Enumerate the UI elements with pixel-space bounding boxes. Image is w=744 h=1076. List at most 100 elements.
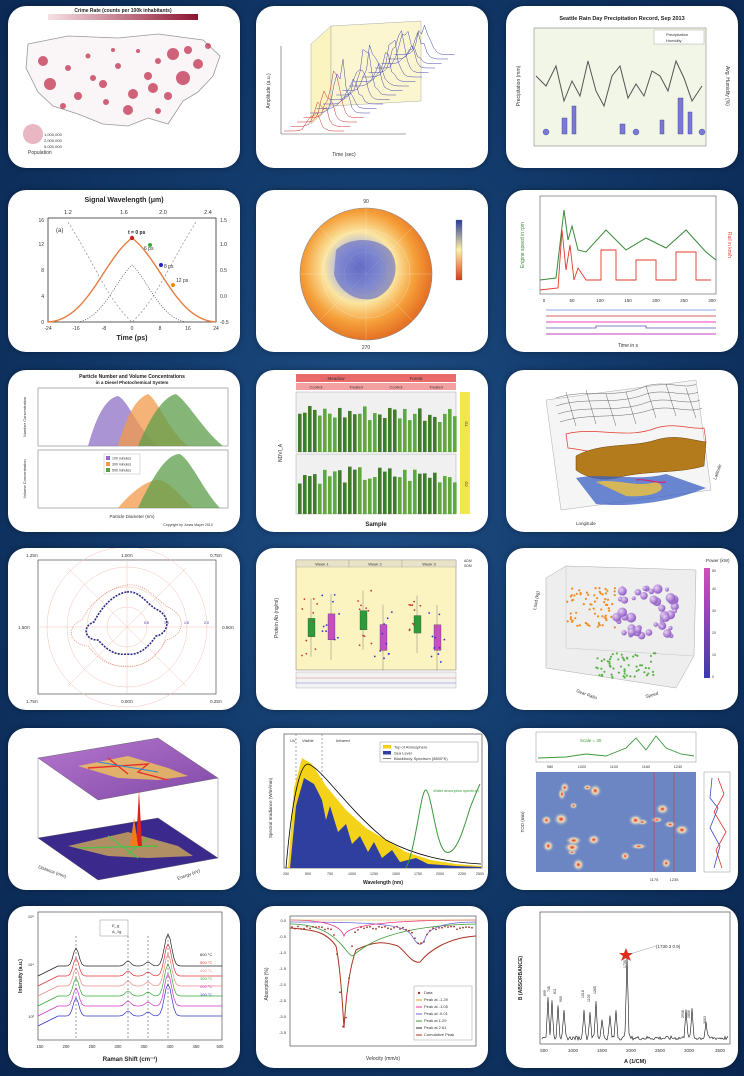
scatter3d-point-orange	[569, 618, 573, 621]
scatter3d-point-green	[625, 656, 629, 659]
bar-grid-bar	[453, 482, 457, 514]
bar-grid-bar	[313, 474, 317, 514]
boxplot-point	[433, 647, 436, 649]
particle-bottom-500	[138, 454, 220, 508]
waterfall-trace	[368, 29, 429, 73]
svg-text:250: 250	[680, 298, 688, 303]
scatter3d-point-green	[608, 662, 611, 665]
tile-ir: (1730.3 0.9) 1730 2938 2856 3063 1265 11…	[506, 906, 738, 1068]
moss-point	[360, 926, 362, 928]
raman-trace	[37, 953, 222, 997]
scatter3d-point-orange	[596, 625, 599, 628]
moss-peak-pink	[289, 919, 477, 938]
bar-grid-bar	[448, 477, 452, 514]
svg-text:1100: 1100	[610, 765, 618, 769]
raman-trace	[37, 943, 222, 987]
tile-polar-ring: 1.25π 1.00π 0.75π 1.50π 0.50π 1.75π 0.00…	[8, 548, 240, 710]
svg-text:1018: 1018	[581, 990, 585, 998]
bar-grid-bar	[393, 476, 397, 514]
waterfall-trace	[290, 101, 351, 127]
scatter3d-point-orange	[588, 624, 591, 627]
spectral-blob	[627, 814, 644, 827]
svg-text:2000: 2000	[626, 1048, 637, 1053]
bar-grid-bar	[428, 414, 432, 452]
bar-grid-bar	[358, 467, 362, 514]
svg-text:1.5: 1.5	[184, 621, 189, 625]
svg-text:20: 20	[712, 631, 716, 635]
solar-region-ir: Infrared	[336, 738, 350, 743]
particle-top-500	[138, 394, 223, 446]
moss-point	[315, 926, 317, 929]
boxplot-point	[438, 646, 441, 649]
signal-right-ticks: -0.5 0.0 0.5 1.0 1.5	[220, 218, 229, 326]
bar-grid-bar	[408, 420, 412, 452]
moss-point	[396, 925, 398, 928]
waterfall-trace	[297, 90, 357, 123]
inset-alaska	[23, 124, 43, 144]
boxplot-point	[388, 652, 390, 655]
moss-point	[393, 926, 395, 929]
moss-point	[441, 926, 443, 929]
scatter3d-point-green	[610, 673, 613, 676]
boxplot-point	[338, 613, 340, 615]
moss-point	[384, 925, 386, 928]
spectral-blob	[572, 857, 585, 872]
spectral-blob	[553, 812, 569, 827]
svg-text:10³: 10³	[28, 1014, 34, 1019]
svg-text:0.5: 0.5	[220, 268, 227, 274]
scatter3d-point-orange	[566, 600, 569, 603]
scatter3d-axis-x: Gear Ratio	[576, 688, 599, 700]
moss-point	[345, 1016, 347, 1019]
boxplot-ylabel: Protein Ab (ng/ml)	[274, 598, 280, 638]
svg-text:12: 12	[38, 242, 44, 248]
boxplot-point	[322, 625, 325, 628]
boxplot-week-headers: Week 1 Week 2 Week 3	[295, 559, 457, 568]
moss-point	[450, 925, 452, 928]
scatter3d-point-orange	[596, 597, 599, 600]
svg-text:350: 350	[141, 1044, 149, 1049]
moss-point	[300, 928, 302, 930]
scatter3d-point-green	[617, 671, 621, 674]
waterfall-trace	[381, 45, 442, 64]
svg-text:200 °C: 200 °C	[200, 984, 212, 989]
solar-legend-top: Top of Atmosphere	[394, 745, 428, 750]
svg-text:5,000,000: 5,000,000	[44, 144, 63, 149]
signal-envelope	[67, 221, 197, 323]
polar-colorbar	[455, 219, 463, 281]
svg-text:2,000,000: 2,000,000	[44, 138, 63, 143]
bar-grid-bar	[393, 409, 397, 452]
scatter3d-point-green	[598, 673, 601, 677]
signal-top-ticks: 1.2 1.6 2.0 2.4	[64, 210, 212, 216]
scatter3d-point-orange	[603, 616, 606, 619]
moss-xlabel: Velocity (mm/s)	[366, 1056, 401, 1062]
boxplot-point	[312, 597, 315, 600]
boxplot-point	[332, 600, 334, 603]
bar-grid-bar	[373, 477, 377, 514]
svg-text:0.00π: 0.00π	[121, 699, 133, 704]
boxplot-point	[360, 604, 362, 607]
scatter3d-point-green	[603, 670, 606, 673]
raman-temp-labels: 600 °C 500 °C 400 °C 300 °C 200 °C 100 °…	[200, 952, 212, 997]
ir-star-label: (1730.3 0.9)	[656, 944, 681, 949]
scatter3d-point-orange	[585, 591, 589, 594]
spectral-blob	[630, 843, 648, 850]
side-label-0: G1	[464, 421, 469, 427]
spectral-blob	[660, 857, 672, 869]
seattle-title: Seattle Rain Day Precipitation Record, S…	[559, 16, 684, 22]
raman-peak-lines	[75, 936, 169, 1040]
waterfall-traces	[284, 24, 455, 132]
power-colorbar	[704, 568, 710, 678]
bar-grid-bar	[328, 413, 332, 452]
svg-text:1,000,000: 1,000,000	[44, 132, 63, 137]
svg-text:980: 980	[547, 765, 553, 769]
moss-legend-keys	[416, 991, 422, 1036]
svg-text:Week 2: Week 2	[368, 562, 382, 567]
bar-grid-bar	[448, 408, 452, 452]
polar-rings	[38, 548, 216, 708]
svg-text:1105: 1105	[587, 994, 591, 1002]
scatter3d-point-green	[600, 659, 603, 663]
bar-grid-bar	[368, 478, 372, 514]
scatter3d-point-orange	[593, 594, 596, 597]
boxplot-point	[434, 636, 437, 639]
ir-x-ticks: 500 1000 1500 2000 2500 3000 3500	[540, 1048, 725, 1053]
